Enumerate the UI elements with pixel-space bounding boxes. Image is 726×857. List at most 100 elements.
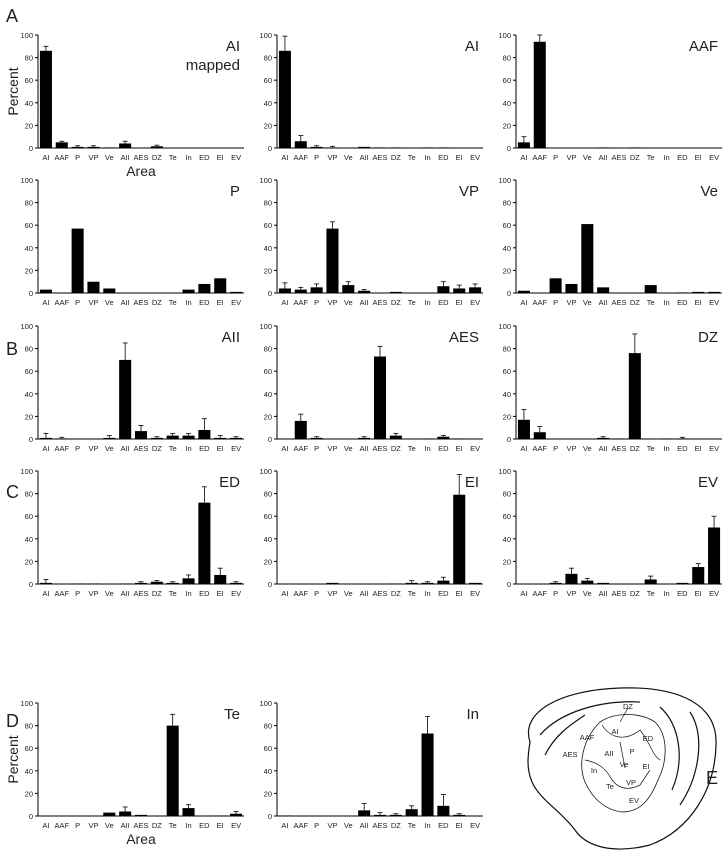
- error-bar: [393, 813, 399, 815]
- bar: [389, 435, 402, 439]
- x-tick-label: VP: [327, 298, 337, 307]
- bar: [198, 283, 211, 293]
- bar: [549, 582, 562, 584]
- bar: [55, 438, 68, 439]
- bar: [87, 281, 100, 293]
- x-tick-label: AAF: [54, 298, 69, 307]
- y-tick-label: 100: [498, 467, 511, 476]
- x-tick-label: AI: [520, 589, 527, 598]
- x-tick-label: AAF: [54, 821, 69, 830]
- error-bar: [568, 567, 574, 574]
- bar: [39, 582, 52, 584]
- bar: [389, 291, 402, 293]
- bar: [708, 527, 721, 584]
- x-tick-label: DZ: [391, 444, 401, 453]
- y-tick-label: 20: [25, 789, 33, 798]
- y-tick-label: 60: [264, 744, 272, 753]
- brain-diagram: [527, 687, 717, 850]
- y-tick-label: 20: [25, 121, 33, 130]
- x-tick-label: P: [553, 153, 558, 162]
- bar: [71, 583, 84, 584]
- y-tick-label: 100: [20, 699, 33, 708]
- y-axis-label: Percent: [5, 67, 21, 115]
- y-tick-label: 80: [25, 722, 33, 731]
- bar: [87, 146, 100, 148]
- y-tick-label: 0: [29, 580, 33, 589]
- bar-chart: 0 20 40 60 80 100 AI AAF P VP Ve AII AES DZ Te In ED EI EV…: [5, 699, 244, 847]
- error-bar: [186, 804, 192, 809]
- x-tick-label: Te: [647, 298, 655, 307]
- bar: [469, 582, 482, 584]
- y-tick-label: 100: [259, 176, 272, 185]
- x-tick-label: AAF: [293, 153, 308, 162]
- bar: [326, 228, 339, 293]
- bar: [71, 228, 84, 293]
- y-tick-label: 20: [503, 412, 511, 421]
- error-bar: [377, 812, 383, 815]
- error-bar: [43, 432, 49, 438]
- bar: [230, 582, 243, 584]
- bar: [87, 583, 100, 584]
- region-label: AES: [562, 750, 577, 759]
- region-label: AII: [604, 749, 613, 758]
- x-tick-label: P: [553, 444, 558, 453]
- bar-chart: 0 20 40 60 80 100 AI AAF P VP Ve AII AES DZ Te In ED EI EV…: [5, 31, 244, 179]
- y-tick-label: 60: [25, 76, 33, 85]
- x-tick-label: EV: [231, 444, 241, 453]
- error-bar: [440, 576, 446, 581]
- x-tick-label: VP: [327, 589, 337, 598]
- error-bar: [711, 515, 717, 528]
- bar: [71, 146, 84, 148]
- bar: [405, 582, 418, 584]
- bar: [358, 437, 371, 439]
- x-tick-label: AES: [372, 298, 387, 307]
- x-tick-label: ED: [677, 589, 688, 598]
- x-tick-label: AI: [520, 298, 527, 307]
- x-tick-label: In: [185, 298, 191, 307]
- error-bar: [201, 486, 207, 503]
- x-tick-label: In: [424, 444, 430, 453]
- x-tick-label: EV: [470, 444, 480, 453]
- x-tick-label: P: [314, 821, 319, 830]
- error-bar: [75, 145, 81, 147]
- x-tick-label: Te: [408, 821, 416, 830]
- bar: [421, 438, 434, 439]
- x-tick-label: Te: [408, 444, 416, 453]
- x-tick-label: In: [424, 589, 430, 598]
- y-tick-label: 100: [498, 176, 511, 185]
- error-bar: [233, 811, 239, 814]
- error-bar: [122, 342, 128, 360]
- panel-label: A: [6, 6, 18, 26]
- bar: [405, 809, 418, 816]
- x-tick-label: AII: [599, 589, 608, 598]
- x-tick-label: AAF: [54, 153, 69, 162]
- error-bar: [632, 333, 638, 354]
- bar: [326, 147, 339, 148]
- x-tick-label: In: [185, 821, 191, 830]
- x-tick-label: ED: [677, 298, 688, 307]
- error-bar: [425, 716, 431, 734]
- y-tick-label: 0: [507, 289, 511, 298]
- x-tick-label: ED: [677, 444, 688, 453]
- region-label: P: [629, 747, 634, 756]
- chart-title: AAF: [689, 38, 718, 55]
- y-tick-label: 40: [503, 390, 511, 399]
- x-tick-label: DZ: [152, 589, 162, 598]
- x-tick-label: DZ: [391, 821, 401, 830]
- x-tick-label: P: [314, 298, 319, 307]
- y-tick-label: 20: [264, 412, 272, 421]
- error-bar: [233, 581, 239, 583]
- bar-chart: 0 20 40 60 80 100 AI AAF P VP Ve AII AES DZ Te In ED EI EV…: [20, 176, 244, 307]
- bar: [389, 583, 402, 584]
- y-tick-label: 40: [264, 390, 272, 399]
- bar: [581, 224, 594, 293]
- chart-title: ED: [219, 474, 240, 491]
- bar: [294, 141, 307, 148]
- x-tick-label: AII: [121, 444, 130, 453]
- y-tick-label: 0: [507, 580, 511, 589]
- chart-title: EV: [698, 474, 718, 491]
- bar: [150, 581, 163, 584]
- y-tick-label: 0: [29, 812, 33, 821]
- region-label: ED: [643, 734, 654, 743]
- bar: [644, 579, 657, 584]
